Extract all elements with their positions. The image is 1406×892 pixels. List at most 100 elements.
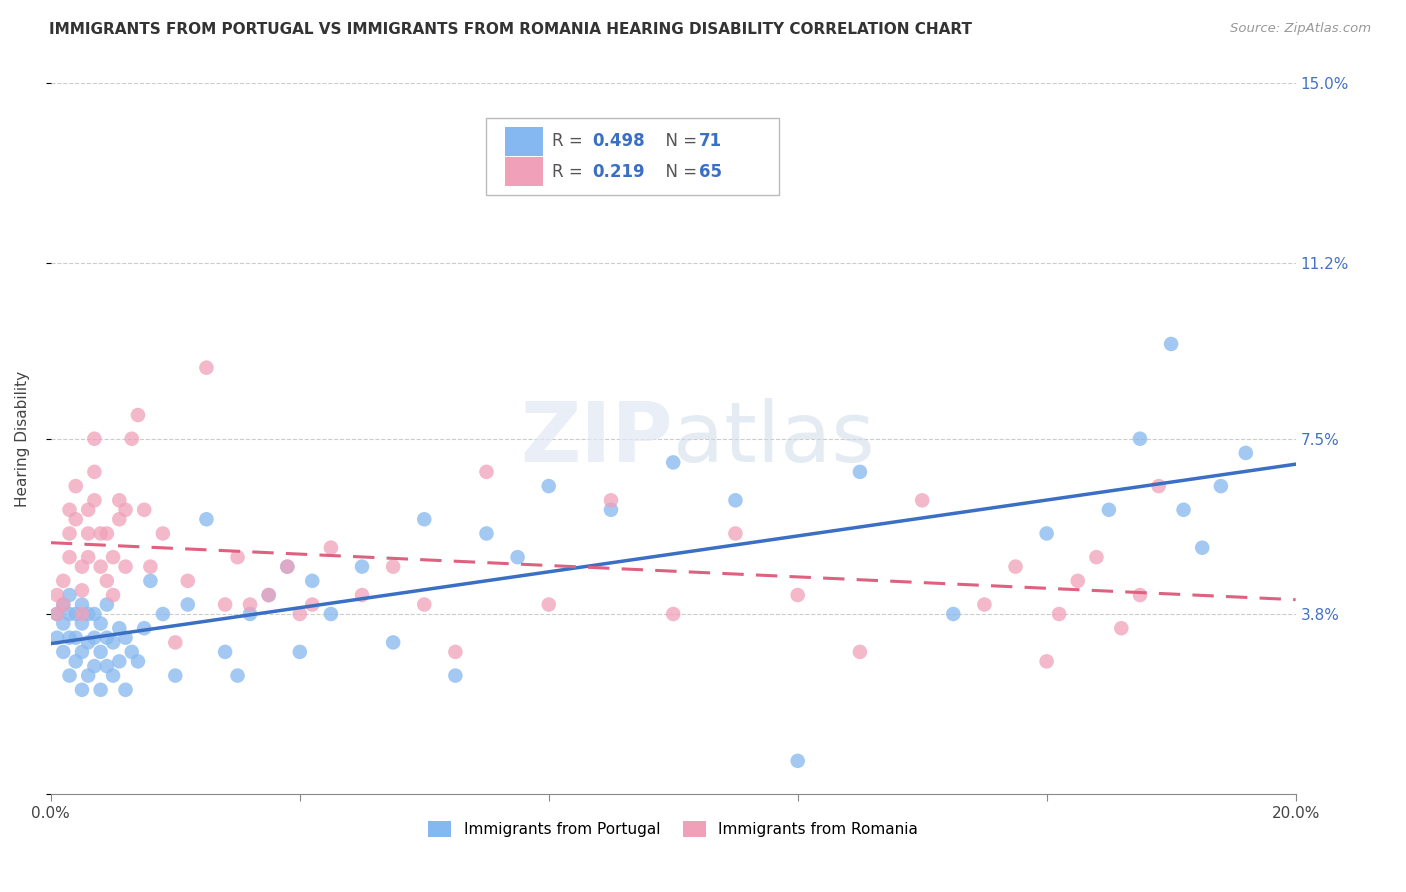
Point [301, 598, 323, 612]
Point [101, 668, 124, 682]
Point [239, 598, 262, 612]
Point [134, 503, 156, 517]
Point [1173, 503, 1195, 517]
Text: R =: R = [553, 132, 589, 150]
Text: 0.219: 0.219 [592, 162, 645, 180]
Point [1234, 446, 1257, 460]
Point [413, 598, 436, 612]
Point [276, 559, 298, 574]
Point [214, 645, 236, 659]
Point [288, 607, 311, 621]
Point [101, 635, 124, 649]
Point [58, 588, 80, 602]
Point [96, 526, 118, 541]
FancyBboxPatch shape [505, 157, 543, 186]
Point [506, 550, 529, 565]
Point [52, 598, 75, 612]
Point [58, 668, 80, 682]
Point [288, 645, 311, 659]
Text: IMMIGRANTS FROM PORTUGAL VS IMMIGRANTS FROM ROMANIA HEARING DISABILITY CORRELATI: IMMIGRANTS FROM PORTUGAL VS IMMIGRANTS F… [49, 22, 972, 37]
Point [77, 503, 100, 517]
Point [786, 754, 808, 768]
Point [90, 616, 112, 631]
FancyBboxPatch shape [505, 128, 543, 156]
Point [662, 455, 685, 469]
Point [90, 645, 112, 659]
Point [52, 598, 75, 612]
Point [662, 607, 685, 621]
Text: 71: 71 [699, 132, 723, 150]
Point [724, 526, 747, 541]
Point [942, 607, 965, 621]
Point [301, 574, 323, 588]
Point [276, 559, 298, 574]
Point [444, 668, 467, 682]
Point [1035, 654, 1057, 668]
Point [239, 607, 262, 621]
Point [77, 550, 100, 565]
Point [1129, 588, 1152, 602]
Point [127, 408, 149, 422]
Point [177, 598, 200, 612]
Point [114, 503, 136, 517]
Point [1035, 526, 1057, 541]
Point [319, 541, 342, 555]
Point [413, 512, 436, 526]
Text: Source: ZipAtlas.com: Source: ZipAtlas.com [1230, 22, 1371, 36]
Point [382, 635, 405, 649]
Point [1147, 479, 1170, 493]
Point [77, 526, 100, 541]
Point [83, 607, 105, 621]
Point [127, 654, 149, 668]
Point [121, 432, 143, 446]
Point [600, 493, 623, 508]
Point [537, 598, 560, 612]
Point [195, 360, 218, 375]
Point [165, 668, 187, 682]
Point [77, 668, 100, 682]
Point [108, 512, 131, 526]
Point [134, 621, 156, 635]
Point [83, 493, 105, 508]
Point [52, 616, 75, 631]
Point [152, 607, 174, 621]
Point [96, 659, 118, 673]
Point [52, 574, 75, 588]
Point [70, 607, 93, 621]
Point [70, 598, 93, 612]
Point [226, 550, 249, 565]
Point [65, 631, 87, 645]
Point [108, 621, 131, 635]
Point [1085, 550, 1108, 565]
Point [475, 465, 498, 479]
Point [101, 550, 124, 565]
Point [46, 607, 69, 621]
Point [444, 645, 467, 659]
Point [70, 616, 93, 631]
Text: ZIP: ZIP [520, 398, 673, 479]
Point [58, 631, 80, 645]
Point [1111, 621, 1133, 635]
Point [214, 598, 236, 612]
Text: N =: N = [655, 162, 702, 180]
Point [139, 559, 162, 574]
Point [108, 493, 131, 508]
Point [724, 493, 747, 508]
Point [58, 526, 80, 541]
Point [46, 607, 69, 621]
Point [70, 645, 93, 659]
Point [65, 654, 87, 668]
Point [226, 668, 249, 682]
Text: R =: R = [553, 162, 589, 180]
Point [319, 607, 342, 621]
Point [1191, 541, 1213, 555]
Point [90, 526, 112, 541]
Point [96, 574, 118, 588]
Point [121, 645, 143, 659]
Point [350, 559, 373, 574]
Point [70, 559, 93, 574]
Point [1209, 479, 1232, 493]
Point [77, 635, 100, 649]
Point [257, 588, 280, 602]
Point [257, 588, 280, 602]
